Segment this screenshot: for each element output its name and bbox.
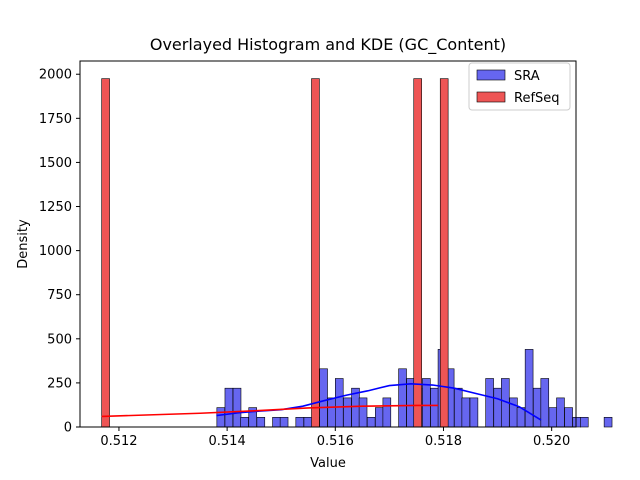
y-tick-label-7: 1750 bbox=[39, 112, 72, 127]
bar-sra-38 bbox=[548, 407, 558, 428]
bar-sra-20 bbox=[398, 368, 407, 428]
y-tick-label-4: 1000 bbox=[39, 244, 72, 259]
bar-sra-19 bbox=[382, 397, 392, 428]
axes-frame bbox=[79, 60, 577, 428]
bar-sra-17 bbox=[366, 416, 376, 428]
bar-sra-21 bbox=[406, 378, 415, 428]
x-tick-label-2: 0.516 bbox=[317, 434, 354, 449]
plot-area: 0.512 0.514 0.516 0.518 0.520 0 250 500 750 1000 1… bbox=[39, 60, 613, 449]
bar-sra-41 bbox=[572, 416, 581, 428]
bar-sra-16 bbox=[358, 397, 368, 428]
bar-refseq-1 bbox=[311, 78, 320, 428]
bar-sra-12 bbox=[327, 397, 336, 428]
bar-sra-33 bbox=[509, 397, 518, 428]
y-tick-label-3: 750 bbox=[47, 288, 72, 303]
legend-swatch-refseq bbox=[476, 91, 506, 103]
y-tick-label-2: 500 bbox=[47, 332, 72, 347]
y-tick-label-6: 1500 bbox=[39, 156, 72, 171]
bar-refseq-3 bbox=[439, 78, 449, 428]
bar-sra-0 bbox=[216, 407, 226, 428]
bar-sra-34 bbox=[516, 407, 526, 428]
x-tick-label-1: 0.514 bbox=[209, 434, 246, 449]
bar-sra-1 bbox=[224, 387, 234, 428]
x-tick-label-3: 0.518 bbox=[425, 434, 462, 449]
y-tick-label-1: 250 bbox=[47, 376, 72, 391]
chart-title: Overlayed Histogram and KDE (GC_Content) bbox=[150, 35, 506, 55]
bar-sra-27 bbox=[453, 387, 463, 428]
y-axis-label: Density bbox=[16, 219, 31, 269]
legend-swatch-sra bbox=[476, 69, 506, 81]
bar-sra-28 bbox=[461, 397, 471, 428]
bar-sra-14 bbox=[343, 397, 352, 428]
bar-sra-36 bbox=[532, 387, 542, 428]
bar-sra-30 bbox=[485, 378, 494, 428]
y-tick-label-8: 2000 bbox=[39, 68, 72, 83]
bar-sra-31 bbox=[493, 387, 502, 428]
x-tick-label-4: 0.520 bbox=[533, 434, 570, 449]
bar-sra-5 bbox=[256, 416, 266, 428]
kde-line-refseq bbox=[101, 404, 439, 418]
bar-refseq-0 bbox=[101, 78, 110, 428]
bar-sra-37 bbox=[540, 378, 550, 428]
legend-label-refseq: RefSeq bbox=[514, 91, 560, 106]
bar-sra-13 bbox=[334, 378, 344, 428]
bar-sra-18 bbox=[375, 407, 384, 428]
bar-sra-39 bbox=[556, 397, 565, 428]
bar-sra-43 bbox=[603, 416, 613, 428]
bar-sra-29 bbox=[469, 397, 479, 428]
bar-sra-3 bbox=[240, 416, 249, 428]
bar-sra-40 bbox=[564, 407, 573, 428]
legend-label-sra: SRA bbox=[514, 69, 540, 84]
x-tick-label-0: 0.512 bbox=[100, 434, 137, 449]
bar-sra-11 bbox=[319, 368, 328, 428]
bar-sra-9 bbox=[303, 416, 313, 428]
y-tick-label-5: 1250 bbox=[39, 200, 72, 215]
bar-sra-23 bbox=[422, 378, 431, 428]
bar-sra-24 bbox=[430, 387, 439, 428]
bar-sra-2 bbox=[232, 387, 242, 428]
bar-refseq-2 bbox=[413, 78, 422, 428]
x-axis-label: Value bbox=[310, 456, 346, 471]
bar-sra-6 bbox=[272, 416, 281, 428]
bar-sra-42 bbox=[580, 416, 589, 428]
y-tick-label-0: 0 bbox=[64, 421, 72, 436]
legend: SRA RefSeq bbox=[468, 62, 571, 111]
bar-sra-7 bbox=[279, 416, 289, 428]
bar-sra-8 bbox=[295, 416, 305, 428]
